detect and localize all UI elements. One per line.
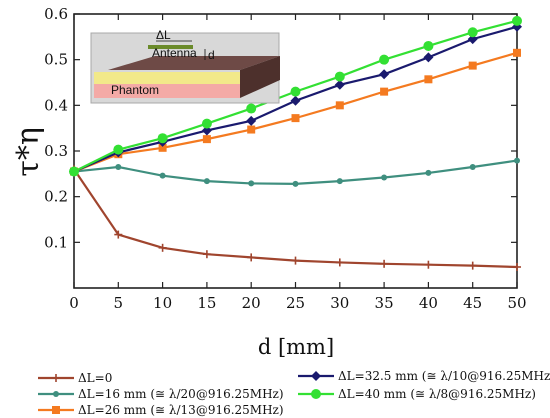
data-point: [467, 34, 478, 45]
data-point: [157, 133, 168, 144]
phantom-side-face: [240, 56, 280, 98]
y-tick-label: 0.2: [44, 188, 68, 206]
legend-label: ΔL=32.5 mm (≅ λ/10@916.25MHz): [338, 369, 550, 383]
x-tick-label: 0: [69, 294, 79, 312]
data-point: [201, 125, 212, 136]
x-tick-label: 40: [419, 294, 438, 312]
legend-entry: ΔL=32.5 mm (≅ λ/10@916.25MHz): [298, 369, 550, 383]
data-point: [380, 87, 389, 96]
data-point: [468, 261, 477, 270]
inset-illustration: ΔL Antenna d Phantom: [90, 28, 280, 104]
data-point: [423, 40, 434, 51]
data-point: [423, 52, 434, 63]
data-point: [334, 71, 345, 82]
y-tick-label: 0.5: [44, 51, 68, 69]
legend-label: ΔL=26 mm (≅ λ/13@916.25MHz): [78, 403, 284, 417]
data-point: [291, 256, 300, 265]
data-point: [513, 262, 521, 271]
data-point: [467, 27, 478, 38]
legend-entry: ΔL=26 mm (≅ λ/13@916.25MHz): [38, 403, 284, 417]
y-tick-label: 0.6: [44, 5, 68, 23]
x-axis-title: d [mm]: [258, 335, 334, 359]
inset-label-d: d: [208, 48, 215, 62]
antenna-shape: [148, 45, 193, 49]
data-point: [202, 250, 211, 259]
legend-entry: ΔL=0: [38, 371, 112, 385]
data-point: [247, 253, 256, 262]
legend-label: ΔL=16 mm (≅ λ/20@916.25MHz): [78, 387, 284, 401]
x-tick-label: 45: [463, 294, 482, 312]
x-tick-label: 10: [153, 294, 172, 312]
data-point: [115, 163, 122, 170]
data-point: [290, 86, 301, 97]
x-tick-label: 30: [330, 294, 349, 312]
data-point: [202, 135, 211, 144]
data-point: [114, 230, 123, 239]
data-point: [379, 54, 390, 65]
series-1: [71, 157, 520, 187]
data-point: [159, 172, 166, 179]
data-point: [201, 118, 212, 129]
series-layer: [69, 15, 522, 271]
inset-label-phantom: Phantom: [111, 83, 159, 97]
data-point: [424, 260, 433, 269]
phantom-pink-layer: [94, 84, 240, 98]
data-point: [512, 15, 522, 26]
y-axis-title: τ*η: [11, 127, 46, 177]
legend-label: ΔL=0: [78, 371, 112, 385]
inset-label-antenna: Antenna: [152, 46, 197, 60]
data-point: [469, 163, 476, 170]
data-point: [246, 115, 257, 126]
data-point: [513, 48, 521, 57]
y-tick-label: 0.1: [44, 233, 68, 251]
ticks: 0 5 10 15 20 25 30 35 40 45 50 0.1 0.2 0.3 0.4 0.5 0.6: [44, 5, 526, 312]
data-point: [158, 143, 167, 152]
data-point: [334, 79, 345, 90]
data-point: [290, 95, 301, 106]
data-point: [246, 103, 257, 114]
data-point: [203, 178, 210, 185]
data-point: [380, 259, 389, 268]
y-tick-label: 0.4: [44, 96, 68, 114]
legend-label: ΔL=40 mm (≅ λ/8@916.25MHz): [338, 387, 536, 401]
data-point: [379, 69, 390, 80]
legend-swatch-marker: [311, 389, 321, 399]
data-point: [247, 125, 256, 134]
data-point: [381, 174, 388, 181]
data-point: [335, 101, 344, 110]
x-tick-label: 50: [507, 294, 526, 312]
x-tick-label: 20: [242, 294, 261, 312]
data-point: [292, 180, 299, 187]
inset-label-delta-l: ΔL: [156, 28, 171, 42]
legend-swatch-marker: [52, 374, 60, 382]
data-point: [158, 243, 167, 252]
legend-swatch-marker: [53, 391, 59, 397]
data-point: [113, 144, 124, 155]
legend: ΔL=0 ΔL=16 mm (≅ λ/20@916.25MHz) ΔL=26 mm …: [38, 369, 550, 417]
phantom-yellow-layer: [94, 72, 240, 84]
legend-entry: ΔL=16 mm (≅ λ/20@916.25MHz): [38, 387, 284, 401]
data-point: [424, 75, 433, 84]
legend-swatch-marker: [52, 406, 60, 414]
series-line: [73, 159, 518, 185]
series-4: [69, 15, 522, 177]
data-point: [468, 61, 477, 70]
data-point: [514, 157, 520, 164]
phantom-top-face: [108, 56, 280, 70]
y-tick-label: 0.3: [44, 142, 68, 160]
x-tick-label: 5: [114, 294, 124, 312]
legend-entry: ΔL=40 mm (≅ λ/8@916.25MHz): [298, 387, 536, 401]
x-tick-label: 25: [286, 294, 305, 312]
legend-swatch-marker: [311, 371, 321, 381]
x-tick-label: 15: [197, 294, 216, 312]
data-point: [336, 178, 343, 185]
data-point: [291, 114, 300, 123]
data-point: [335, 258, 344, 267]
data-point: [425, 169, 432, 176]
data-point: [69, 166, 79, 177]
x-tick-label: 35: [375, 294, 394, 312]
data-point: [248, 180, 255, 187]
series-0: [70, 165, 521, 271]
